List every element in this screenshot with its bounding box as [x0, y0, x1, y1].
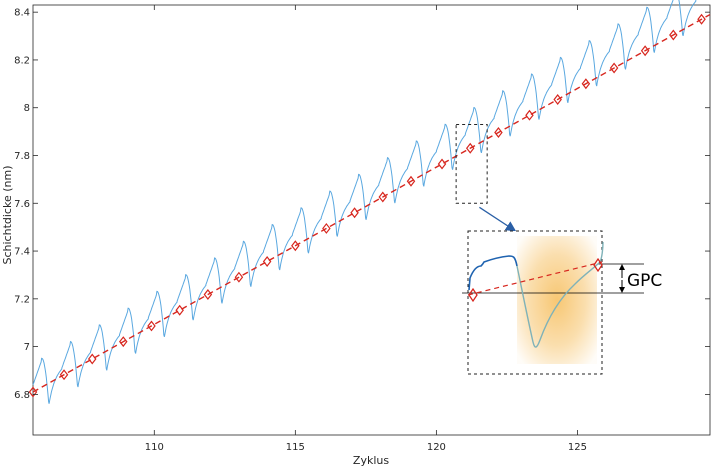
cycle-marker	[437, 158, 447, 170]
cycle-marker	[322, 222, 331, 234]
y-tick-label: 7.4	[14, 247, 30, 258]
inset-marker-start	[468, 287, 478, 303]
cycle-marker	[262, 255, 272, 267]
x-tick-label: 125	[568, 442, 587, 453]
inset-highlight	[517, 236, 597, 364]
cycle-marker	[697, 13, 706, 25]
y-tick-label: 6.8	[14, 390, 30, 401]
cycle-marker	[87, 353, 97, 365]
cycle-marker	[669, 29, 678, 41]
cycle-marker	[378, 191, 388, 203]
y-tick-label: 7.8	[14, 151, 30, 162]
cycle-marker	[147, 320, 156, 332]
measured-thickness-line	[32, 0, 697, 404]
zoom-source-box	[455, 123, 488, 204]
x-axis: 110 115 120 125	[145, 5, 587, 453]
zoom-inset: GPC	[462, 230, 662, 375]
y-tick-label: 7	[24, 342, 30, 353]
series-layer	[32, 0, 711, 404]
linear-fit-line	[32, 13, 711, 393]
zoom-arrow	[479, 206, 517, 232]
x-axis-label: Zyklus	[353, 454, 389, 467]
cycle-marker	[465, 142, 475, 154]
cycle-marker	[203, 289, 213, 300]
cycle-marker	[640, 45, 650, 57]
x-tick-label: 120	[427, 442, 446, 453]
y-axis: 6.8 7 7.2 7.4 7.6 7.8 8 8.2 8.4	[14, 8, 710, 401]
y-axis-label: Schichtdicke (nm)	[1, 166, 14, 265]
cycle-marker	[406, 175, 416, 187]
cycle-marker	[525, 109, 534, 121]
y-tick-label: 8	[24, 103, 30, 114]
y-tick-label: 8.2	[14, 55, 30, 66]
x-tick-label: 110	[145, 442, 164, 453]
x-tick-label: 115	[286, 442, 305, 453]
y-tick-label: 7.6	[14, 199, 30, 210]
marker-layer	[28, 13, 706, 398]
cycle-marker	[28, 386, 38, 398]
cycle-marker	[553, 94, 562, 105]
cycle-marker	[291, 240, 300, 252]
inset-marker-end	[593, 257, 603, 273]
gpc-label: GPC	[627, 271, 662, 291]
cycle-marker	[234, 271, 244, 283]
cycle-marker	[59, 369, 69, 381]
y-tick-label: 7.2	[14, 294, 30, 305]
cycle-marker	[494, 127, 503, 138]
cycle-marker	[350, 207, 359, 219]
cycle-marker	[175, 304, 184, 316]
cycle-marker	[581, 78, 591, 90]
plot-area	[32, 4, 711, 436]
cycle-marker	[609, 62, 619, 74]
inset-curve-growth	[468, 255, 518, 291]
y-tick-label: 8.4	[14, 8, 30, 19]
cycle-marker	[119, 336, 128, 348]
